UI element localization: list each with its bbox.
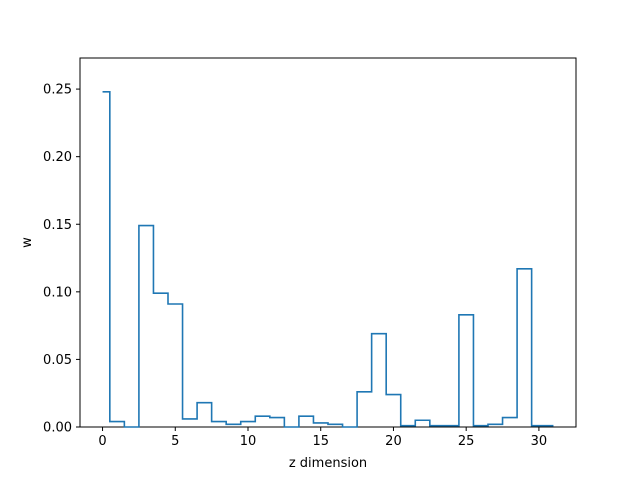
x-tick-label: 30: [531, 434, 548, 449]
series-group: [102, 90, 554, 428]
x-axis-label: z dimension: [289, 456, 367, 471]
x-tick-label: 5: [171, 434, 179, 449]
x-tick-label: 20: [385, 434, 402, 449]
y-tick-label: 0.10: [43, 285, 72, 300]
x-tick-label: 10: [240, 434, 257, 449]
y-tick-label: 0.25: [43, 83, 72, 98]
y-tick-label: 0.05: [43, 353, 72, 368]
plot-border: [79, 57, 577, 428]
y-tick-label: 0.15: [43, 218, 72, 233]
y-tick-label: 0.00: [43, 421, 72, 436]
y-axis: 0.00 0.05 0.10 0.15 0.20 0.25: [43, 83, 80, 436]
x-tick-label: 15: [312, 434, 329, 449]
y-tick-label: 0.20: [43, 150, 72, 165]
series-line: [102, 90, 554, 428]
x-tick-label: 0: [98, 434, 106, 449]
x-tick-label: 25: [458, 434, 475, 449]
plot-area: [79, 57, 577, 428]
y-axis-label: w: [20, 237, 35, 248]
x-axis: 0 5 10 15 20 25 30: [98, 427, 547, 449]
